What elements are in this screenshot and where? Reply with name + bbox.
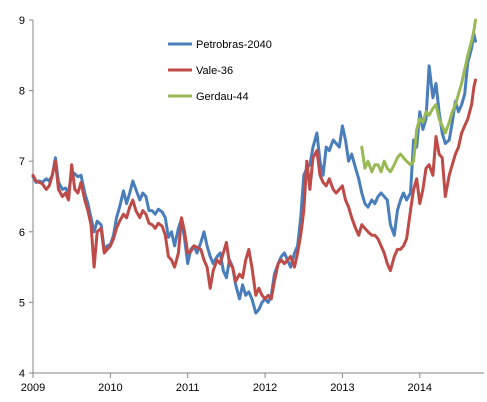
y-tick-label: 5 [19, 297, 25, 309]
y-tick-label: 7 [19, 156, 25, 168]
y-tick-label: 6 [19, 227, 25, 239]
y-axis-ticks: 4 5 6 7 8 9 [19, 15, 33, 380]
legend-label: Gerdau-44 [196, 91, 249, 103]
x-tick-label: 2013 [330, 382, 354, 394]
series-lines [31, 18, 477, 315]
x-tick-label: 2014 [408, 382, 432, 394]
plot-area: 4 5 6 7 8 9 2009 2010 2011 2012 2013 2014 [19, 15, 484, 394]
y-tick-label: 9 [19, 15, 25, 27]
legend-label: Vale-36 [196, 65, 233, 77]
x-tick-label: 2009 [21, 382, 45, 394]
series-line-vale-36 [31, 78, 477, 301]
legend-label: Petrobras-2040 [196, 39, 272, 51]
x-tick-label: 2012 [253, 382, 277, 394]
x-axis-ticks: 2009 2010 2011 2012 2013 2014 [21, 373, 432, 394]
series-line-petrobras-2040 [31, 32, 477, 315]
x-tick-label: 2010 [98, 382, 122, 394]
series-line-gerdau-44 [360, 18, 477, 174]
y-tick-label: 8 [19, 86, 25, 98]
y-tick-label: 4 [19, 368, 25, 380]
x-tick-label: 2011 [176, 382, 200, 394]
legend: Petrobras-2040 Vale-36 Gerdau-44 [168, 39, 272, 103]
